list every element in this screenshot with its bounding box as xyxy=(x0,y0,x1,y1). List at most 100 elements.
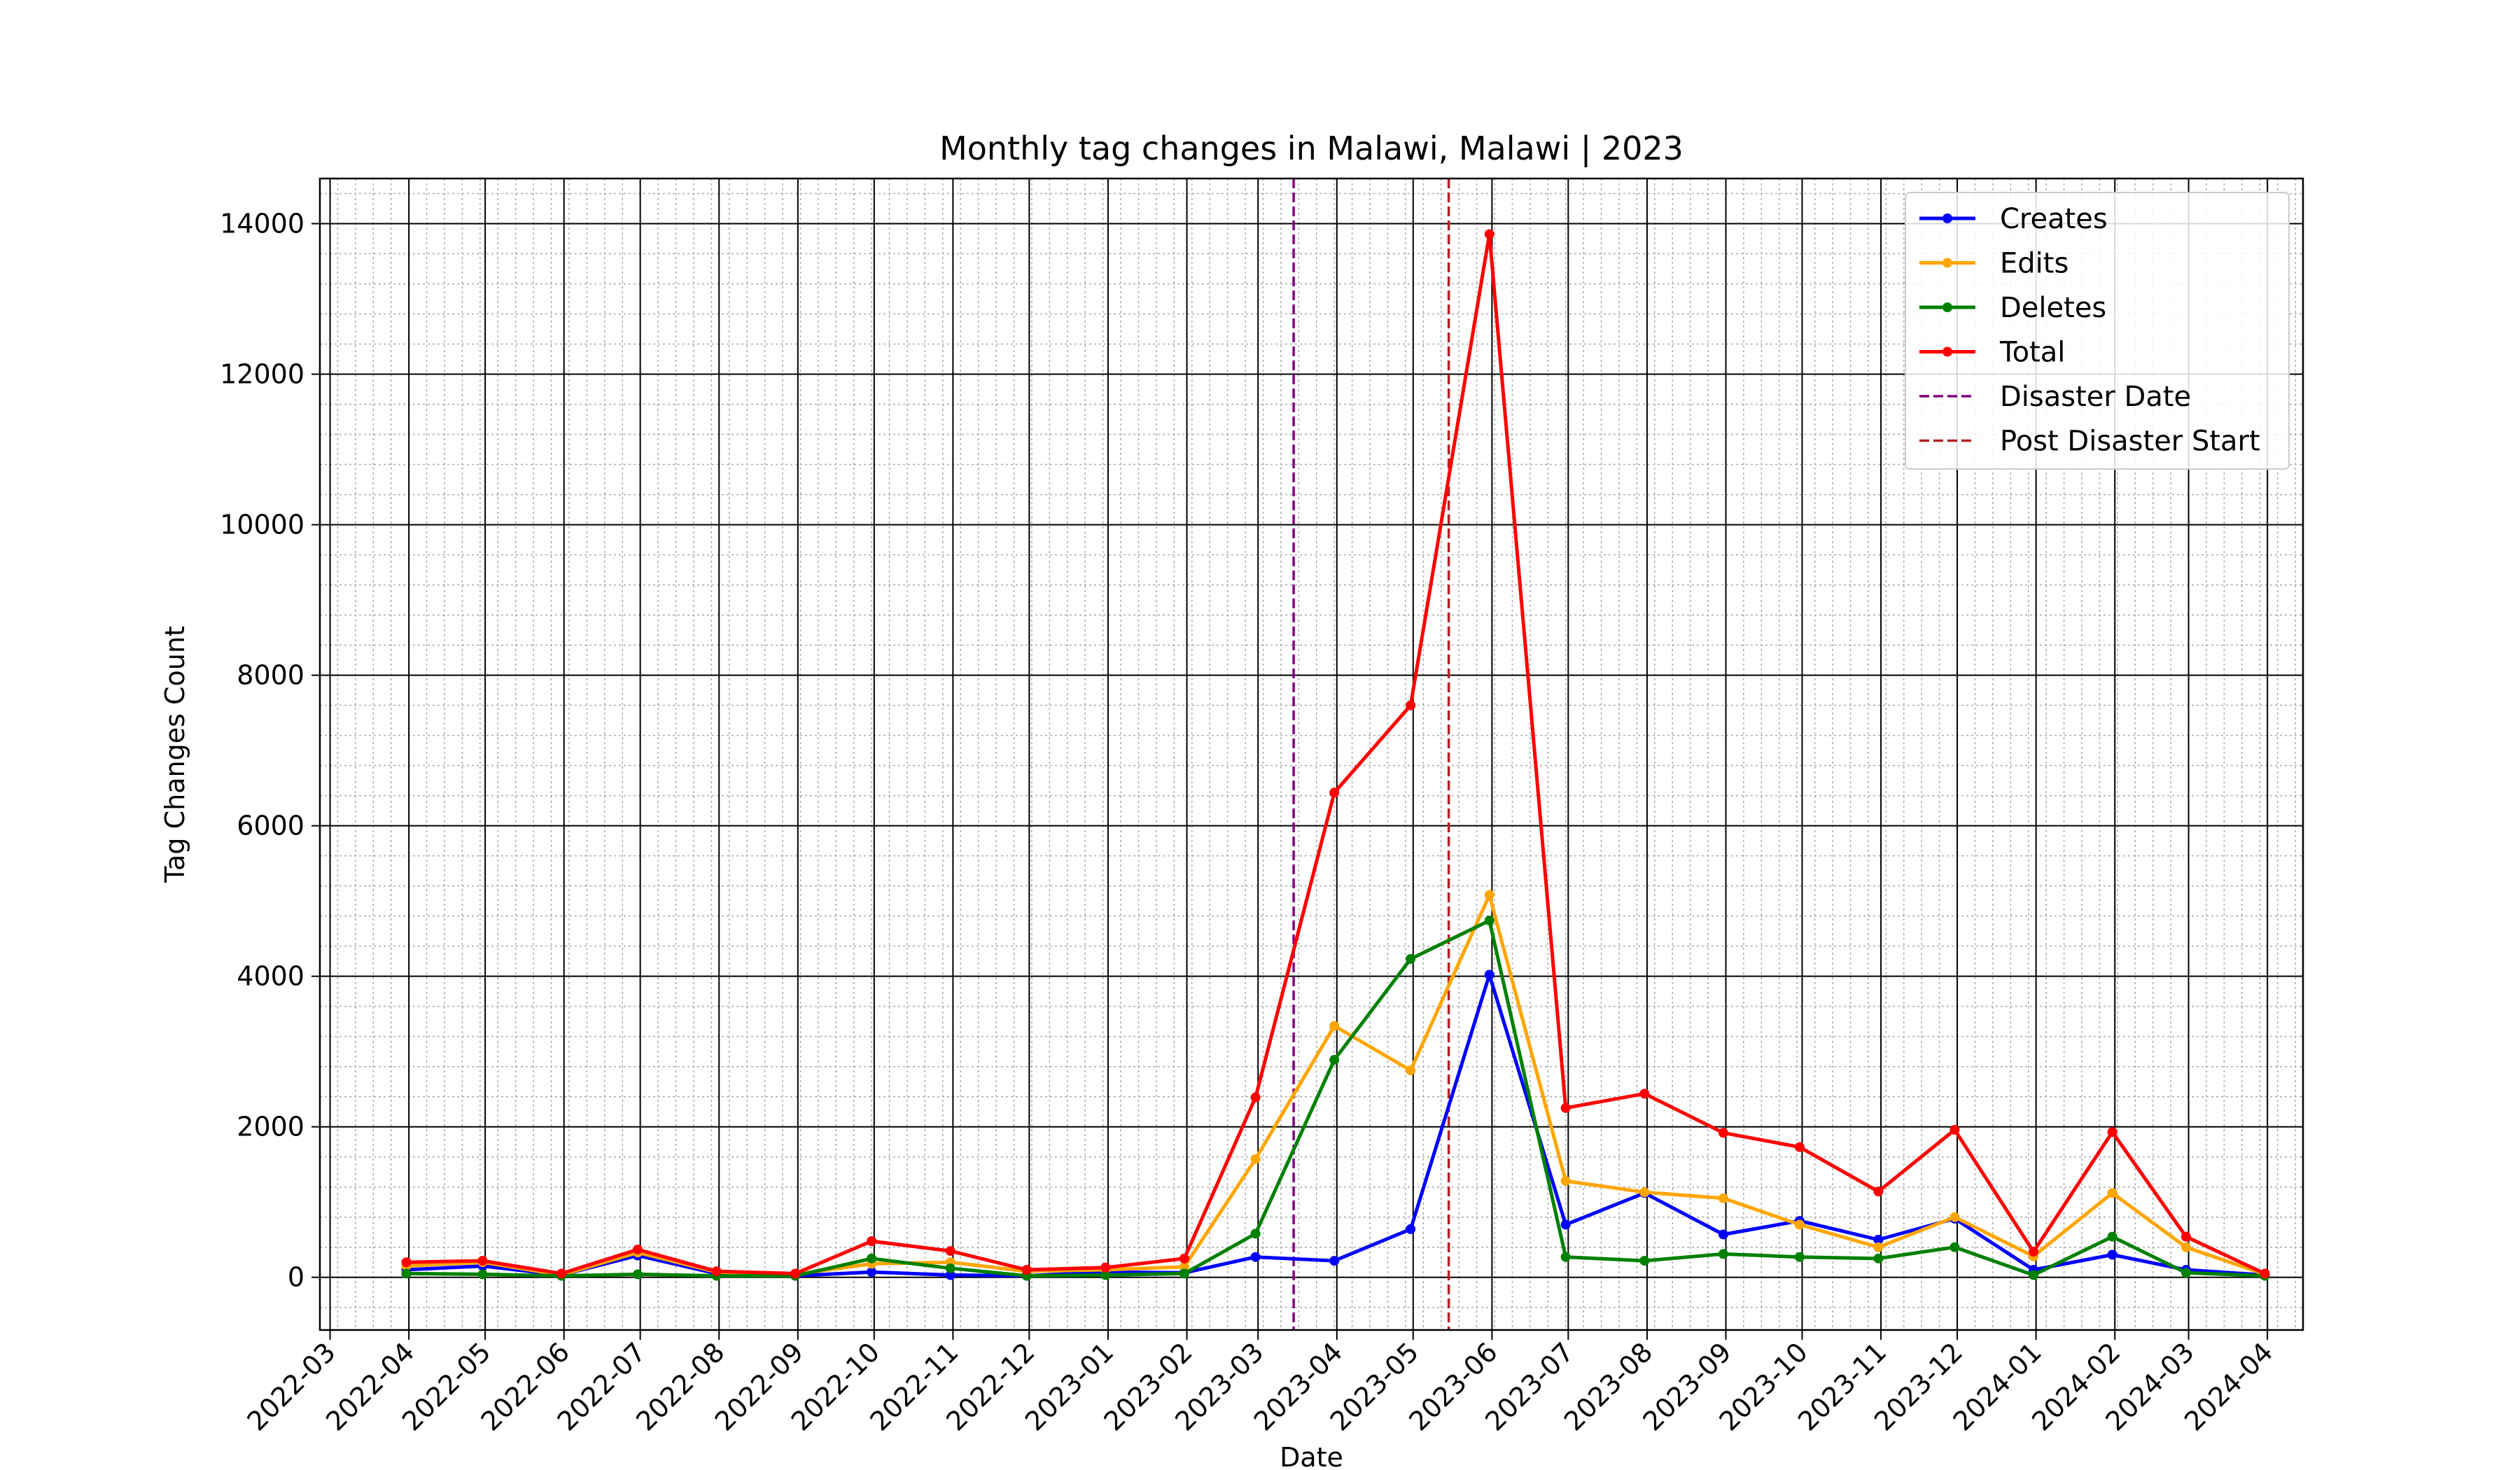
data-point-edits xyxy=(1406,1065,1416,1076)
y-tick-label: 2000 xyxy=(237,1112,304,1142)
data-series xyxy=(401,229,2270,1281)
data-point-deletes xyxy=(945,1263,955,1273)
y-tick-label: 0 xyxy=(288,1262,304,1293)
data-point-total xyxy=(945,1246,955,1256)
data-point-total xyxy=(867,1236,877,1247)
legend-marker-deletes xyxy=(1942,302,1952,312)
y-tick-label: 4000 xyxy=(237,961,304,992)
data-point-deletes xyxy=(1179,1268,1189,1279)
y-tick-label: 8000 xyxy=(237,660,304,691)
event-lines xyxy=(1292,178,1450,1330)
legend-label-total: Total xyxy=(1999,337,2065,369)
y-axis-label: Tag Changes Count xyxy=(160,626,190,883)
legend-label-edits: Edits xyxy=(2000,248,2068,280)
series-line-deletes xyxy=(406,918,2265,1278)
data-point-edits xyxy=(2180,1242,2191,1252)
data-point-creates xyxy=(1560,1219,1571,1230)
data-point-deletes xyxy=(401,1268,412,1279)
data-point-total xyxy=(1406,700,1416,710)
data-point-creates xyxy=(1484,969,1494,980)
data-point-edits xyxy=(1484,890,1494,900)
data-point-deletes xyxy=(1250,1228,1261,1239)
data-point-deletes xyxy=(867,1253,877,1264)
data-point-edits xyxy=(1949,1212,1960,1222)
y-tick-label: 10000 xyxy=(220,510,304,540)
data-point-total xyxy=(401,1257,412,1268)
data-point-deletes xyxy=(1873,1253,1884,1264)
legend: Creates Edits Deletes Total Disaster Date Pos… xyxy=(1905,192,2290,470)
data-point-deletes xyxy=(1329,1055,1340,1065)
data-point-total xyxy=(1873,1186,1884,1197)
data-point-edits xyxy=(1873,1242,1884,1252)
data-point-total xyxy=(1949,1125,1960,1135)
data-point-edits xyxy=(1250,1154,1261,1164)
data-point-deletes xyxy=(633,1269,643,1280)
data-point-total xyxy=(1179,1253,1189,1264)
legend-marker-edits xyxy=(1942,258,1952,268)
legend-label-disaster-date: Disaster Date xyxy=(2000,381,2191,413)
data-point-edits xyxy=(1794,1219,1805,1230)
data-point-total xyxy=(2180,1231,2191,1242)
data-point-total xyxy=(790,1268,801,1279)
data-point-total xyxy=(1484,229,1494,239)
data-point-total xyxy=(1100,1262,1111,1273)
data-point-creates xyxy=(1250,1252,1261,1262)
data-point-total xyxy=(2260,1268,2270,1279)
chart-title: Monthly tag changes in Malawi, Malawi | … xyxy=(939,130,1684,168)
data-point-edits xyxy=(1329,1021,1340,1031)
legend-label-deletes: Deletes xyxy=(2000,292,2106,324)
data-point-total xyxy=(1639,1088,1650,1099)
data-point-deletes xyxy=(1560,1252,1571,1262)
data-point-deletes xyxy=(1718,1249,1728,1259)
data-point-deletes xyxy=(2180,1268,2191,1278)
x-axis-label: Date xyxy=(1280,1442,1343,1470)
data-point-creates xyxy=(1329,1256,1340,1266)
data-point-edits xyxy=(2107,1188,2118,1198)
data-point-total xyxy=(1329,788,1340,798)
data-point-deletes xyxy=(1100,1270,1111,1280)
x-tick-label: 2024-04 xyxy=(2178,1336,2278,1436)
data-point-edits xyxy=(1179,1261,1189,1272)
data-point-creates xyxy=(2107,1250,2118,1260)
data-point-creates xyxy=(1718,1229,1728,1240)
data-point-edits xyxy=(1718,1193,1728,1203)
legend-marker-total xyxy=(1942,346,1952,357)
data-point-creates xyxy=(1873,1234,1884,1245)
data-point-deletes xyxy=(1639,1256,1650,1266)
legend-box xyxy=(1905,192,2290,470)
data-point-edits xyxy=(1560,1176,1571,1186)
data-point-total xyxy=(556,1268,567,1279)
plot-frame xyxy=(318,177,2304,1331)
data-point-total xyxy=(1560,1102,1571,1113)
data-point-edits xyxy=(1639,1187,1650,1198)
data-point-deletes xyxy=(1406,953,1416,964)
data-point-total xyxy=(1718,1128,1728,1138)
data-point-deletes xyxy=(477,1269,488,1280)
data-point-creates xyxy=(867,1267,877,1278)
y-tick-label: 14000 xyxy=(220,209,304,239)
data-point-total xyxy=(477,1256,488,1266)
data-point-deletes xyxy=(1484,916,1494,926)
data-point-creates xyxy=(1406,1224,1416,1234)
data-point-deletes xyxy=(1794,1252,1805,1262)
legend-marker-creates xyxy=(1942,214,1952,223)
data-point-total xyxy=(1250,1092,1261,1102)
data-point-total xyxy=(1021,1264,1032,1275)
y-tick-label: 12000 xyxy=(220,359,304,390)
series-deletes xyxy=(401,916,2270,1281)
data-point-total xyxy=(711,1266,722,1277)
data-point-total xyxy=(2107,1127,2118,1138)
y-tick-label: 6000 xyxy=(237,811,304,841)
data-point-deletes xyxy=(2107,1231,2118,1242)
data-point-deletes xyxy=(1949,1242,1960,1252)
data-point-total xyxy=(1794,1142,1805,1152)
legend-label-creates: Creates xyxy=(2000,203,2108,235)
x-axis-ticks: 2022-032022-042022-052022-062022-072022-… xyxy=(241,1330,2279,1437)
y-axis-ticks: 0 2000 4000 6000 8000 10000 12000 14000 xyxy=(220,209,320,1293)
legend-label-post-disaster-start: Post Disaster Start xyxy=(2000,426,2260,458)
data-point-total xyxy=(2029,1247,2039,1257)
series-line-edits xyxy=(406,893,2266,1277)
series-line-creates xyxy=(406,973,2265,1278)
